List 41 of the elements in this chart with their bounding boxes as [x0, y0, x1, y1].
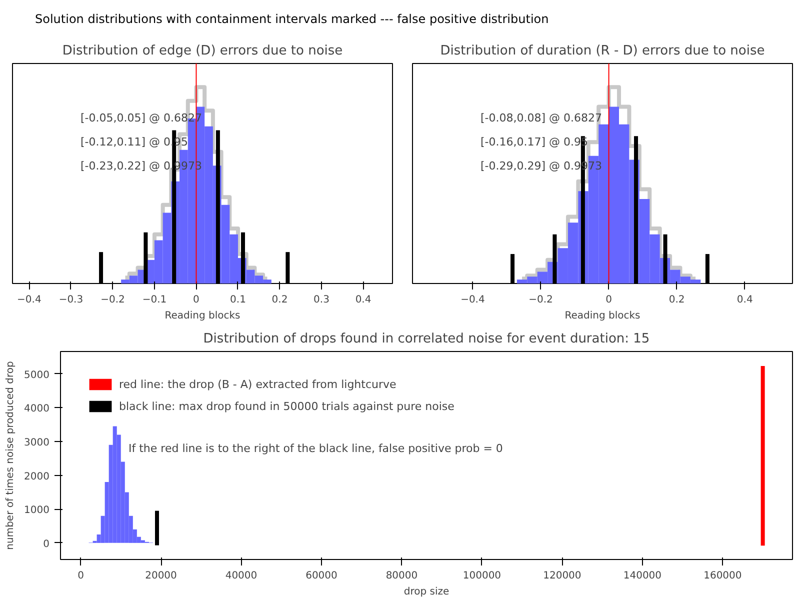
x-tick-label: −0.2	[100, 294, 125, 306]
x-tick-label: −0.1	[142, 294, 167, 306]
y-tick-label: 1000	[24, 505, 50, 516]
x-tick-label: 0.2	[272, 294, 288, 306]
x-tick-label: −0.4	[460, 294, 485, 306]
annotation: If the red line is to the right of the black line, false positive prob = 0	[128, 442, 503, 455]
x-tick-label: 0.4	[736, 294, 753, 306]
y-tick-label: 0	[43, 538, 50, 550]
x-tick-label: 0.2	[668, 294, 685, 306]
x-axis-title: drop size	[404, 586, 450, 598]
legend-label: black line: max drop found in 50000 trials against pure noise	[119, 400, 454, 412]
y-tick-label: 2000	[24, 471, 50, 482]
x-axis-title: Reading blocks	[164, 310, 240, 322]
x-tick-label: 100000	[462, 570, 502, 582]
x-tick-label: 140000	[623, 570, 662, 582]
x-tick-label: −0.2	[528, 294, 553, 306]
x-tick-label: 20000	[145, 570, 177, 582]
y-axis-title: number of times noise produced drop	[5, 361, 16, 550]
y-tick-label: 5000	[24, 370, 50, 381]
x-tick-label: 80000	[386, 570, 418, 582]
x-tick-label: 0.1	[230, 294, 246, 306]
y-tick-label: 4000	[24, 404, 50, 415]
x-tick-label: 60000	[306, 570, 338, 582]
x-tick-label: 120000	[543, 570, 582, 582]
x-tick-label: 0	[606, 294, 612, 306]
annotation: [-0.08,0.08] @ 0.6827	[480, 111, 602, 124]
x-tick-label: 160000	[704, 570, 742, 582]
x-tick-label: −0.3	[58, 294, 84, 306]
text: Solution distributions with containment intervals marked --- false positive distribution	[35, 11, 549, 28]
legend-label: red line: the drop (B - A) extracted from lightcurve	[119, 378, 396, 390]
x-tick-label: 0.4	[355, 294, 372, 306]
chart-title: Distribution of drops found in correlated noise for event duration: 15	[203, 332, 650, 346]
x-axis-title: Reading blocks	[564, 310, 640, 322]
x-tick-label: 0	[193, 294, 200, 306]
chart-title: Distribution of edge (D) errors due to noise	[62, 44, 343, 58]
y-tick-label: 3000	[24, 437, 50, 448]
x-tick-label: −0.4	[17, 294, 42, 306]
x-tick-label: 40000	[225, 570, 258, 582]
chart-title: Distribution of duration (R - D) errors due to noise	[440, 44, 765, 58]
x-tick-label: 0.3	[314, 294, 330, 306]
x-tick-label: 0	[78, 570, 84, 582]
